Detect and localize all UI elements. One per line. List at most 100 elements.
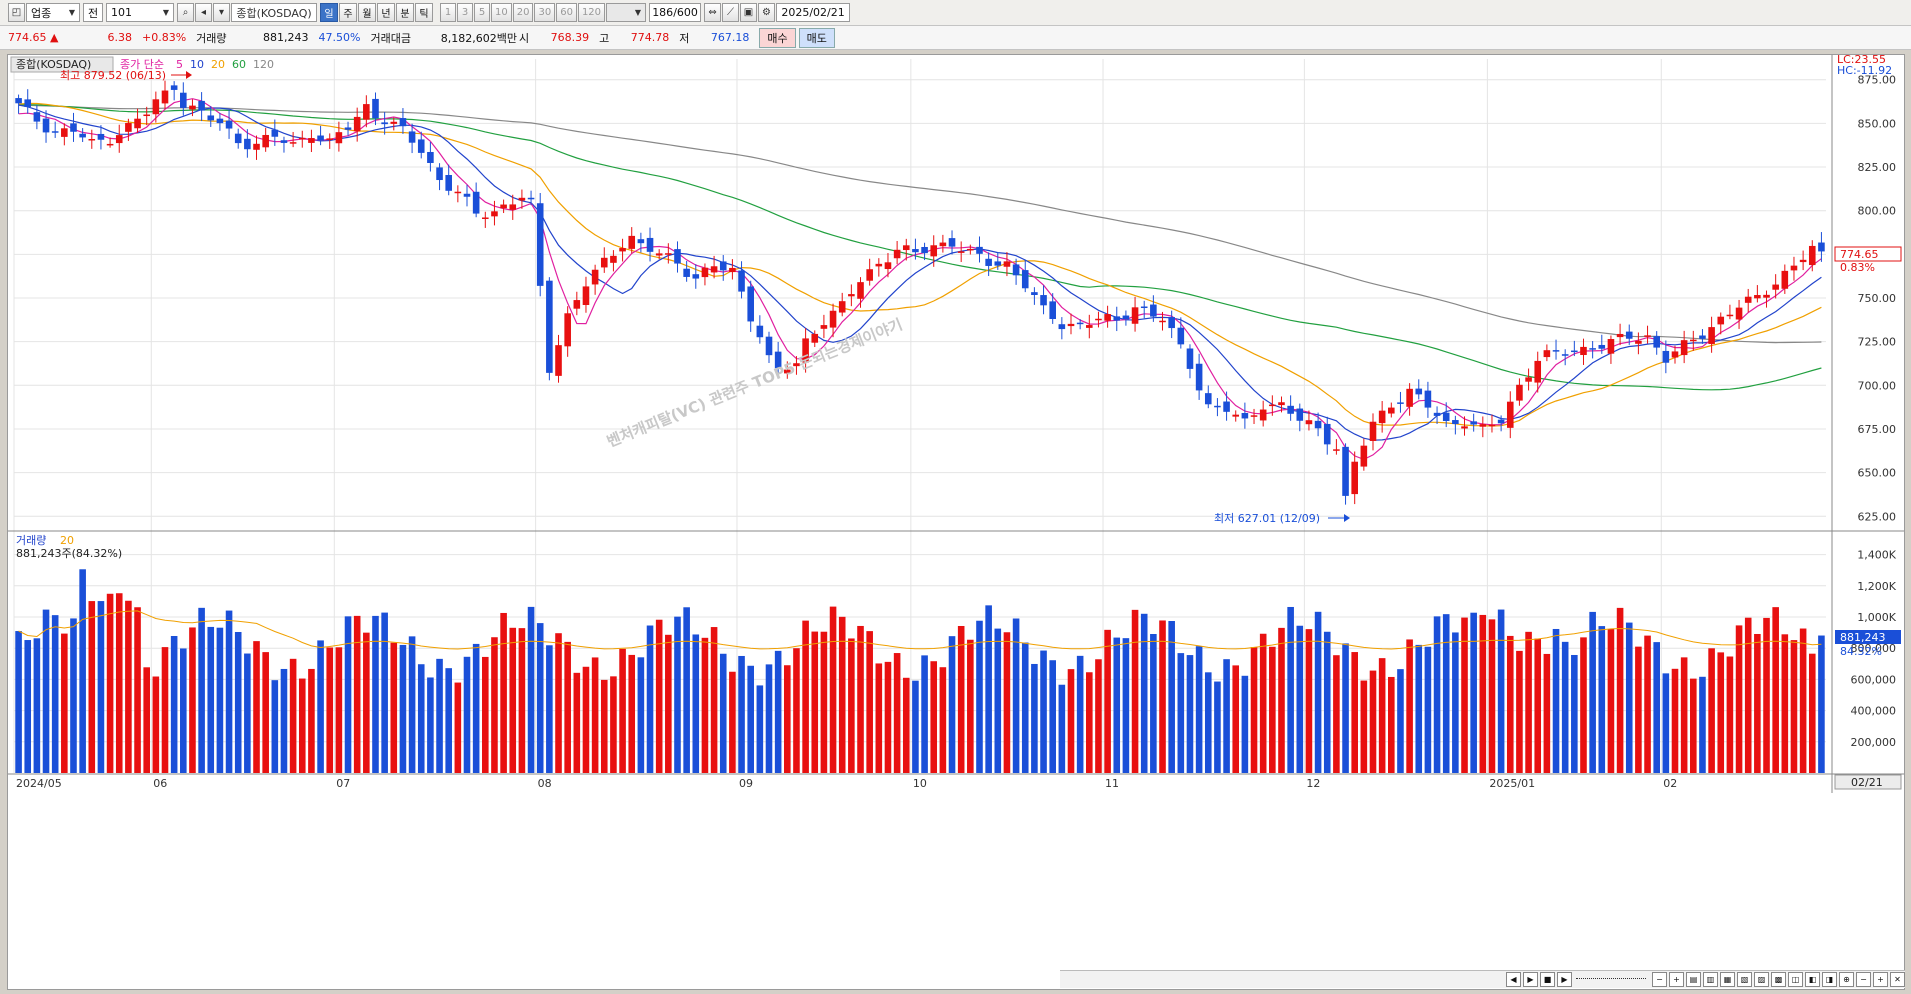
candle-body	[1543, 350, 1551, 358]
zoom-plus-icon[interactable]: +	[1873, 972, 1888, 987]
chart-option-icon[interactable]: ▩	[1771, 972, 1786, 987]
volume-bar	[674, 616, 681, 773]
type-select[interactable]: 전	[83, 3, 103, 22]
search-icon[interactable]: ⌕	[177, 3, 194, 22]
low-value: 767.18	[710, 31, 750, 44]
chart-option-icon[interactable]: ▤	[1686, 972, 1701, 987]
period-button[interactable]: 일	[320, 3, 338, 22]
candle-body	[1351, 461, 1358, 495]
zoom-slider[interactable]	[1576, 977, 1646, 982]
chart-option-icon[interactable]: ⊕	[1839, 972, 1854, 987]
zoom-in-icon[interactable]: +	[1669, 972, 1684, 987]
minute-button[interactable]: 120	[577, 3, 606, 22]
minute-button[interactable]: 5	[474, 3, 490, 22]
volume-bar	[33, 638, 41, 773]
volume-bar	[1525, 631, 1532, 773]
volume-bar	[1204, 672, 1212, 773]
minute-button[interactable]: 20	[512, 3, 534, 22]
volume-bar	[207, 626, 215, 773]
candle-body	[1232, 414, 1240, 417]
volume-bar	[1012, 618, 1020, 773]
close-icon[interactable]: ✕	[1890, 972, 1905, 987]
minute-button[interactable]: 1	[440, 3, 456, 22]
minute-button[interactable]: 30	[534, 3, 556, 22]
ma20-path	[18, 102, 1822, 427]
gear-icon[interactable]: ⚙	[758, 3, 776, 22]
code-input[interactable]: 101 ▼	[106, 3, 174, 22]
volume-bar	[1726, 656, 1734, 773]
sell-button[interactable]: 매도	[798, 27, 835, 48]
x-tick-label: 06	[153, 777, 167, 790]
volume-bar	[1808, 653, 1816, 773]
candle-body	[500, 204, 507, 209]
dropdown-icon[interactable]: ▾	[213, 3, 230, 22]
volume-bar	[1186, 655, 1194, 773]
candle-body	[1635, 340, 1642, 344]
volume-bar	[372, 615, 379, 773]
period-button[interactable]: 분	[396, 3, 414, 22]
zoom-minus-icon[interactable]: −	[1856, 972, 1871, 987]
chart-option-icon[interactable]: ▧	[1737, 972, 1752, 987]
chart-option-icon[interactable]: ◧	[1805, 972, 1820, 987]
zoom-out-icon[interactable]: −	[1652, 972, 1667, 987]
candle-body	[527, 197, 535, 200]
volume-bar	[628, 654, 636, 773]
candle-body	[1790, 265, 1798, 271]
x-tick-label: 2025/01	[1489, 777, 1535, 790]
market-select-value: 업종	[31, 6, 52, 20]
chart-option-icon[interactable]: ▨	[1754, 972, 1769, 987]
candle-body	[893, 249, 901, 259]
save-icon[interactable]: ▣	[740, 3, 758, 22]
chart-option-icon[interactable]: ◫	[1788, 972, 1803, 987]
market-select[interactable]: 업종 ▼	[26, 3, 80, 22]
period-button[interactable]: 틱	[415, 3, 433, 22]
candle-body	[317, 135, 324, 141]
volume-bar	[930, 661, 938, 773]
volume-bar	[326, 647, 334, 773]
candle-body	[719, 261, 727, 271]
date-input[interactable]: 2025/02/21	[776, 3, 851, 22]
candle-body	[692, 274, 700, 279]
chart-svg[interactable]: 875.00850.00825.00800.00775.00750.00725.…	[8, 53, 1904, 989]
play-icon[interactable]: ▶	[1557, 972, 1572, 987]
chart-navigation-bar: ◀ ▶ ■ ▶ − + ▤ ▥ ▦ ▧ ▨ ▩ ◫ ◧ ◨ ⊕ − + ✕	[1060, 970, 1905, 988]
candle-body	[518, 197, 526, 201]
sound-icon[interactable]: ◂	[195, 3, 212, 22]
volume-bar	[967, 639, 974, 773]
candle-body	[1708, 327, 1715, 344]
candle-body	[170, 85, 178, 90]
stop-icon[interactable]: ■	[1540, 972, 1555, 987]
chart-option-icon[interactable]: ▥	[1703, 972, 1718, 987]
volume-bar	[408, 636, 416, 773]
period-button[interactable]: 월	[358, 3, 376, 22]
chart-area[interactable]: 875.00850.00825.00800.00775.00750.00725.…	[7, 53, 1905, 990]
range-icon[interactable]: ⇔	[704, 3, 722, 22]
candle-body	[1314, 420, 1322, 429]
price-tick-label: 625.00	[1858, 510, 1897, 523]
volume-bar	[646, 625, 654, 773]
chart-option-icon[interactable]: ◨	[1822, 972, 1837, 987]
buy-button[interactable]: 매수	[759, 27, 796, 48]
prev-icon[interactable]: ◀	[1506, 972, 1521, 987]
volume-bar	[1452, 632, 1459, 773]
candle-body	[1012, 264, 1020, 276]
candle-body	[921, 246, 928, 254]
period-button[interactable]: 년	[377, 3, 395, 22]
candle-body	[88, 138, 96, 141]
volume-ratio: 47.50%	[318, 31, 361, 44]
minute-button[interactable]: 3	[457, 3, 473, 22]
minute-button[interactable]: 60	[556, 3, 577, 22]
minute-button[interactable]: 10	[491, 3, 512, 22]
volume-bar	[1561, 641, 1569, 773]
chart-type-icon[interactable]: ◰	[8, 3, 25, 22]
minute-custom-select[interactable]: ▼	[606, 3, 647, 22]
count-input[interactable]: 186/600	[649, 3, 702, 22]
candle-body	[1680, 340, 1688, 356]
volume-bar	[335, 647, 343, 773]
period-button[interactable]: 주	[339, 3, 357, 22]
volume-bar	[1433, 616, 1441, 773]
next-icon[interactable]: ▶	[1523, 972, 1538, 987]
candle-body	[747, 286, 754, 322]
chart-option-icon[interactable]: ▦	[1720, 972, 1735, 987]
line-tool-icon[interactable]: ⟋	[722, 3, 740, 22]
